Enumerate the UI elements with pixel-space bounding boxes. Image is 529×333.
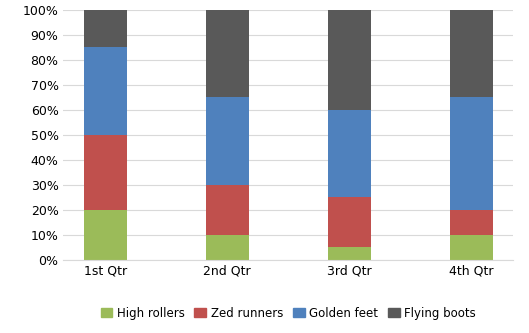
Bar (206, 97, 249, 185)
Bar (84, 10, 126, 47)
Bar (84, 210, 126, 260)
Bar (328, 247, 371, 260)
Bar (84, 47, 126, 135)
Bar (206, 10, 249, 97)
Bar (328, 10, 371, 110)
Bar (450, 10, 492, 97)
Bar (450, 210, 492, 235)
Bar (84, 135, 126, 210)
Bar (206, 185, 249, 235)
Bar (328, 110, 371, 197)
Bar (328, 197, 371, 247)
Bar (206, 235, 249, 260)
Legend: High rollers, Zed runners, Golden feet, Flying boots: High rollers, Zed runners, Golden feet, … (97, 303, 480, 323)
Bar (450, 98, 492, 210)
Bar (450, 235, 492, 260)
